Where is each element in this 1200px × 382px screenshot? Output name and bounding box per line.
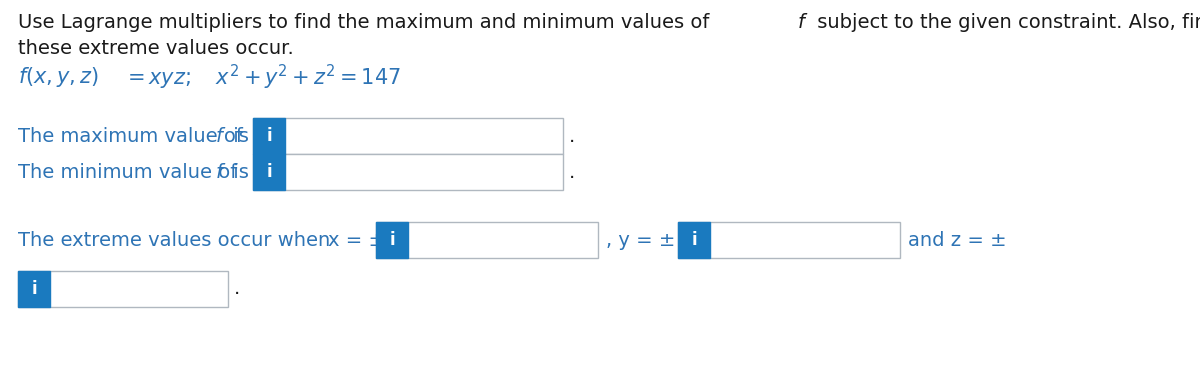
FancyBboxPatch shape: [678, 222, 900, 258]
Text: i: i: [266, 127, 272, 145]
FancyBboxPatch shape: [376, 222, 408, 258]
Text: i: i: [691, 231, 697, 249]
Text: The maximum value of: The maximum value of: [18, 126, 250, 146]
Text: $f(x, y, z)$: $f(x, y, z)$: [18, 65, 98, 89]
Text: i: i: [389, 231, 395, 249]
Text: subject to the given constraint. Also, find the points at which: subject to the given constraint. Also, f…: [811, 13, 1200, 31]
Text: The minimum value of: The minimum value of: [18, 162, 244, 181]
Text: The extreme values occur when: The extreme values occur when: [18, 230, 336, 249]
FancyBboxPatch shape: [253, 118, 563, 154]
FancyBboxPatch shape: [678, 222, 710, 258]
FancyBboxPatch shape: [253, 154, 286, 190]
Text: x = ±: x = ±: [328, 230, 385, 249]
FancyBboxPatch shape: [18, 271, 50, 307]
Text: i: i: [31, 280, 37, 298]
Text: .: .: [234, 280, 240, 298]
Text: and z = ±: and z = ±: [908, 230, 1007, 249]
FancyBboxPatch shape: [18, 271, 228, 307]
Text: these extreme values occur.: these extreme values occur.: [18, 39, 294, 58]
Text: i: i: [266, 163, 272, 181]
FancyBboxPatch shape: [376, 222, 598, 258]
FancyBboxPatch shape: [253, 154, 563, 190]
Text: f: f: [798, 13, 805, 31]
Text: is: is: [227, 126, 248, 146]
Text: f: f: [216, 162, 223, 181]
Text: , y = ±: , y = ±: [606, 230, 676, 249]
Text: $= xyz;\quad x^2 + y^2 + z^2 = 147$: $= xyz;\quad x^2 + y^2 + z^2 = 147$: [124, 62, 401, 92]
Text: is: is: [227, 162, 248, 181]
Text: .: .: [569, 126, 575, 146]
Text: f: f: [216, 126, 223, 146]
Text: .: .: [569, 162, 575, 181]
FancyBboxPatch shape: [253, 118, 286, 154]
Text: Use Lagrange multipliers to find the maximum and minimum values of: Use Lagrange multipliers to find the max…: [18, 13, 715, 31]
